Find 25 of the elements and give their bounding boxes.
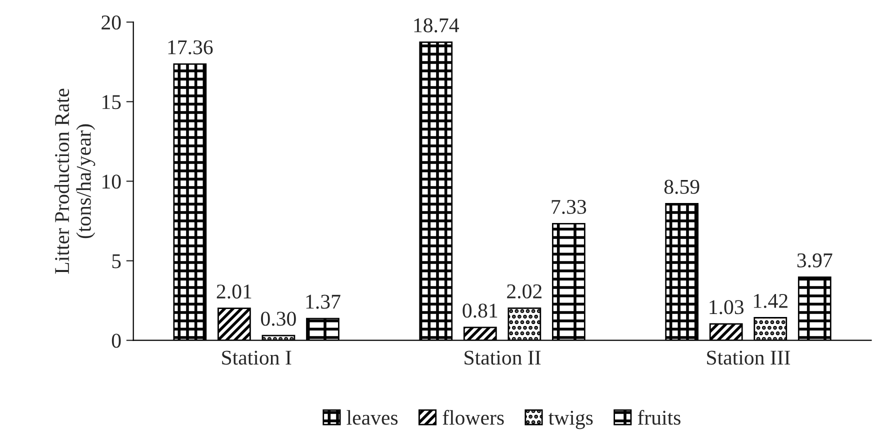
y-tick-label: 20 (102, 15, 121, 30)
text: 0.81 (462, 304, 498, 318)
text: 0.30 (261, 312, 296, 326)
y-tick-label: 0 (112, 334, 121, 348)
y-axis-title: Litter Production Rate (tons/ha/year) (54, 88, 96, 274)
x-tick-label: Station I (222, 350, 292, 365)
y-tick-label: 10 (102, 174, 121, 189)
legend-label: flowers (442, 410, 504, 425)
text: 2.02 (507, 284, 542, 298)
text: 3.97 (797, 253, 832, 268)
x-tick-label: Station II (464, 350, 541, 365)
y-tick-label: 5 (112, 254, 121, 268)
legend-label: fruits (638, 410, 680, 425)
text: 8.59 (664, 180, 700, 194)
text: 1.42 (754, 294, 788, 308)
x-tick-label: Station III (707, 350, 790, 365)
text: 7.33 (552, 200, 586, 214)
text: 2.01 (216, 284, 252, 299)
text: 1.37 (306, 294, 340, 309)
legend-label: twigs (548, 410, 593, 430)
y-tick-label: 15 (102, 95, 121, 110)
text: 18.74 (414, 18, 459, 32)
legend-label: leaves (346, 410, 398, 425)
text: 17.36 (168, 40, 213, 54)
text: 1.03 (710, 300, 744, 314)
